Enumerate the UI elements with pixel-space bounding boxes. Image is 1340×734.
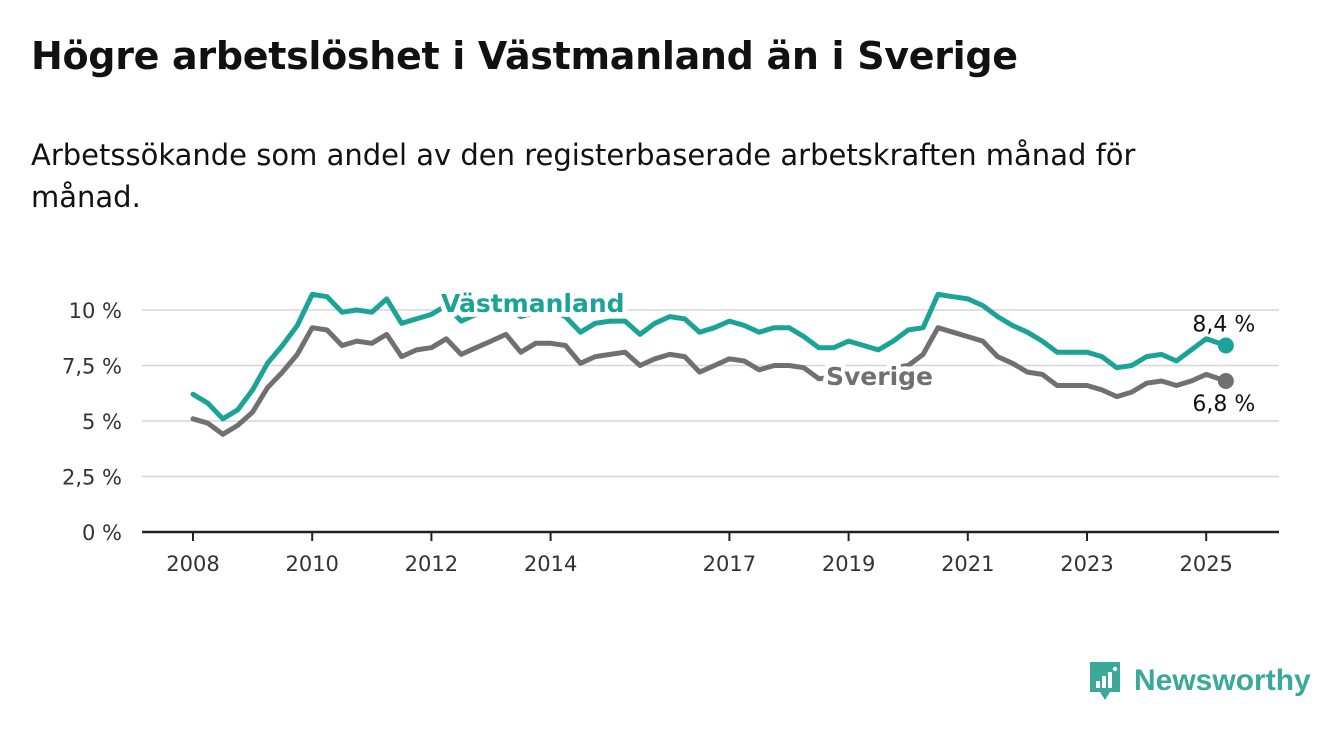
y-tick-label: 0 % [82,521,122,545]
chart-subtitle: Arbetssökande som andel av den registerb… [31,138,1136,214]
chart-title: Högre arbetslöshet i Västmanland än i Sv… [31,34,1018,78]
brand[interactable]: Newsworthy [1088,660,1311,702]
x-tick-label: 2021 [941,552,994,576]
x-axis: 2008 2010 2012 2014 2017 2019 2021 2023 2025 [142,530,1279,576]
x-tick-label: 2023 [1060,552,1113,576]
end-value-label: 8,4 % [1192,313,1255,338]
x-tick-label: 2019 [822,552,875,576]
x-tick-label: 2014 [524,552,577,576]
y-axis-ticks: 0 % 2,5 % 5 % 7,5 % 10 % [62,299,122,545]
series-name-halo: Västmanland [441,289,625,318]
y-tick-label: 5 % [82,410,122,434]
series-line-vastmanland [190,291,1229,422]
line-chart: 0 % 2,5 % 5 % 7,5 % 10 % 2008 2010 2012 2014 201… [61,284,1279,576]
series-name-label: Västmanland [441,289,625,318]
y-tick-label: 2,5 % [62,465,122,489]
end-value-label: 6,8 % [1192,392,1255,417]
x-tick-label: 2012 [405,552,458,576]
y-tick-label: 7,5 % [62,354,122,378]
brand-name: Newsworthy [1134,664,1311,697]
y-tick-label: 10 % [69,299,122,323]
x-tick-label: 2017 [703,552,756,576]
x-tick-label: 2025 [1179,552,1232,576]
series-end-point [1217,337,1234,354]
series-name-halo: Sverige [826,362,933,391]
x-tick-label: 2010 [285,552,338,576]
series-lines [190,291,1234,437]
series-line-sverige [190,325,1229,437]
series-end-point [1217,373,1234,390]
newsworthy-logo-icon [1090,662,1120,700]
x-tick-label: 2008 [166,552,219,576]
series-name-label: Sverige [826,362,933,391]
